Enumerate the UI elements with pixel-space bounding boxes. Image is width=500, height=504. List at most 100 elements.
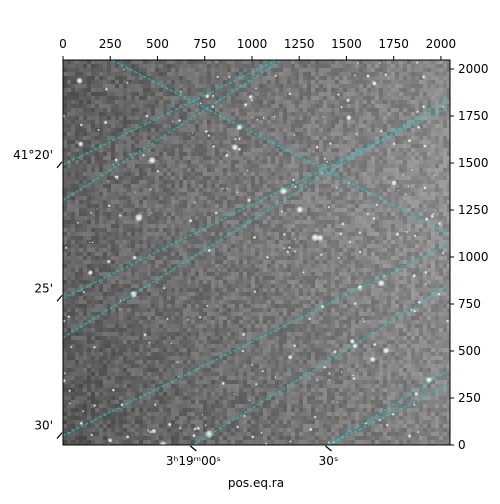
noise-cell <box>335 204 339 208</box>
noise-cell <box>279 248 283 252</box>
noise-cell <box>363 244 367 248</box>
noise-cell <box>279 164 283 168</box>
noise-cell <box>343 144 347 148</box>
noise-cell <box>255 156 259 160</box>
noise-cell <box>171 212 175 216</box>
noise-cell <box>223 128 227 132</box>
noise-cell <box>395 60 399 64</box>
noise-cell <box>307 204 311 208</box>
noise-cell <box>223 256 227 260</box>
noise-cell <box>419 92 423 96</box>
noise-cell <box>299 200 303 204</box>
noise-cell <box>319 244 323 248</box>
noise-cell <box>423 84 427 88</box>
noise-cell <box>211 236 215 240</box>
noise-cell <box>323 80 327 84</box>
noise-cell <box>99 252 103 256</box>
noise-cell <box>399 184 403 188</box>
noise-cell <box>271 260 275 264</box>
noise-cell <box>239 120 243 124</box>
noise-cell <box>295 60 299 64</box>
noise-cell <box>263 180 267 184</box>
noise-cell <box>327 68 331 72</box>
noise-cell <box>107 252 111 256</box>
noise-cell <box>327 156 331 160</box>
noise-cell <box>159 240 163 244</box>
noise-cell <box>127 152 131 156</box>
noise-cell <box>135 76 139 80</box>
noise-cell <box>303 116 307 120</box>
noise-cell <box>143 160 147 164</box>
noise-cell <box>71 160 75 164</box>
noise-cell <box>363 240 367 244</box>
noise-cell <box>95 224 99 228</box>
noise-cell <box>291 164 295 168</box>
noise-cell <box>255 204 259 208</box>
noise-cell <box>295 244 299 248</box>
noise-cell <box>91 108 95 112</box>
noise-cell <box>259 152 263 156</box>
noise-cell <box>255 180 259 184</box>
noise-cell <box>95 196 99 200</box>
noise-cell <box>139 180 143 184</box>
noise-cell <box>435 124 439 128</box>
noise-cell <box>235 216 239 220</box>
noise-cell <box>359 228 363 232</box>
noise-cell <box>363 260 367 264</box>
noise-cell <box>219 160 223 164</box>
noise-cell <box>331 176 335 180</box>
noise-cell <box>391 188 395 192</box>
noise-cell <box>131 148 135 152</box>
noise-cell <box>323 140 327 144</box>
noise-cell <box>403 176 407 180</box>
noise-cell <box>263 200 267 204</box>
noise-cell <box>407 200 411 204</box>
noise-cell <box>443 144 447 148</box>
noise-cell <box>191 224 195 228</box>
noise-cell <box>243 152 247 156</box>
noise-cell <box>307 76 311 80</box>
noise-cell <box>131 116 135 120</box>
noise-cell <box>127 124 131 128</box>
noise-cell <box>359 212 363 216</box>
noise-cell <box>287 232 291 236</box>
noise-cell <box>395 204 399 208</box>
noise-cell <box>343 252 347 256</box>
noise-cell <box>183 144 187 148</box>
noise-cell <box>255 148 259 152</box>
noise-cell <box>383 108 387 112</box>
noise-cell <box>131 136 135 140</box>
noise-cell <box>103 216 107 220</box>
noise-cell <box>207 72 211 76</box>
noise-cell <box>99 124 103 128</box>
noise-cell <box>339 96 343 100</box>
noise-cell <box>411 204 415 208</box>
noise-cell <box>127 108 131 112</box>
noise-cell <box>395 92 399 96</box>
noise-cell <box>63 168 67 172</box>
noise-cell <box>203 60 207 64</box>
noise-cell <box>331 240 335 244</box>
noise-cell <box>71 240 75 244</box>
noise-cell <box>395 128 399 132</box>
noise-cell <box>235 80 239 84</box>
noise-cell <box>99 80 103 84</box>
noise-cell <box>171 152 175 156</box>
noise-cell <box>319 160 323 164</box>
noise-cell <box>139 100 143 104</box>
noise-cell <box>159 184 163 188</box>
noise-cell <box>299 148 303 152</box>
noise-cell <box>259 184 263 188</box>
noise-cell <box>319 132 323 136</box>
noise-cell <box>295 100 299 104</box>
noise-cell <box>95 212 99 216</box>
noise-cell <box>323 248 327 252</box>
noise-cell <box>311 112 315 116</box>
noise-cell <box>291 180 295 184</box>
noise-cell <box>75 164 79 168</box>
noise-cell <box>419 236 423 240</box>
noise-cell <box>243 200 247 204</box>
noise-cell <box>219 244 223 248</box>
noise-cell <box>391 100 395 104</box>
noise-cell <box>371 204 375 208</box>
